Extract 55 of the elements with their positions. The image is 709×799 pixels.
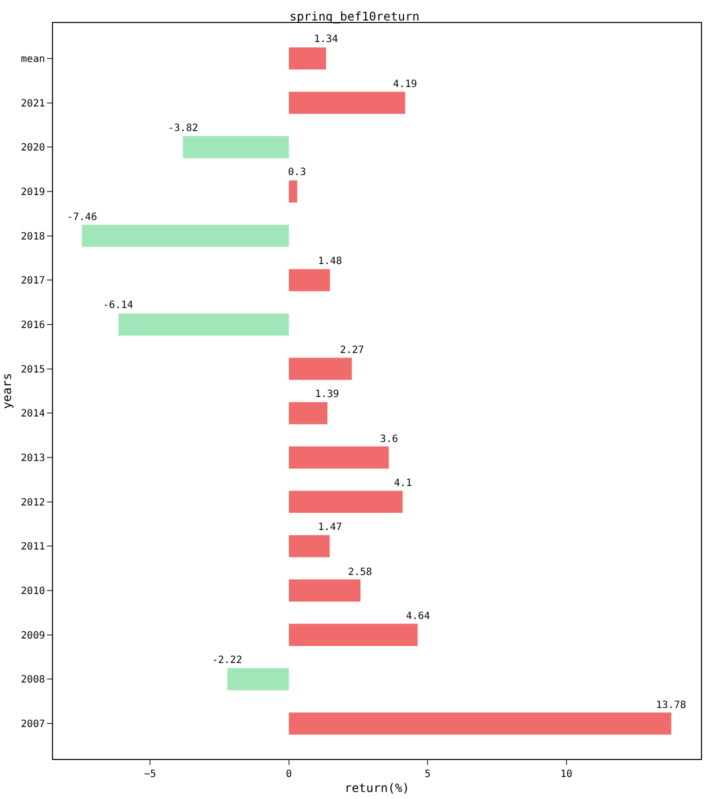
- data-label: 4.64: [406, 611, 430, 622]
- data-label: 1.47: [318, 522, 342, 533]
- y-tick-label: 2020: [20, 142, 45, 154]
- y-tick-label: 2019: [20, 186, 45, 198]
- data-label: 2.58: [348, 567, 372, 578]
- data-label: 3.6: [380, 434, 398, 445]
- data-label: -7.46: [67, 212, 98, 223]
- y-tick-label: 2016: [20, 320, 45, 331]
- x-tick-label: −5: [144, 769, 156, 780]
- x-axis-title: return(%): [344, 780, 410, 795]
- bar: [288, 490, 403, 513]
- bar: [118, 313, 289, 336]
- y-tick-label: 2008: [20, 674, 45, 686]
- bar: [288, 180, 298, 203]
- y-tick-label: 2018: [20, 231, 45, 242]
- data-label: 2.27: [340, 345, 364, 356]
- chart-title: spring_bef10return: [289, 9, 420, 24]
- y-tick-label: 2015: [20, 364, 45, 376]
- data-label: 13.78: [656, 700, 686, 711]
- y-tick-label: 2009: [20, 630, 45, 642]
- data-label: -6.14: [103, 300, 134, 311]
- y-tick-label: 2007: [20, 719, 45, 730]
- data-label: 0.3: [288, 167, 306, 178]
- bar: [288, 402, 328, 424]
- bar: [288, 535, 330, 558]
- bar: [182, 136, 289, 158]
- y-tick-label: 2017: [20, 276, 45, 287]
- bar: [227, 668, 289, 690]
- bar: [288, 624, 418, 646]
- bar: [288, 446, 389, 469]
- data-label: 4.19: [393, 79, 418, 90]
- y-tick-label: 2010: [20, 586, 45, 598]
- y-tick-label: 2011: [20, 542, 45, 553]
- y-tick-label: 2012: [20, 497, 45, 508]
- data-label: 1.39: [315, 389, 340, 400]
- x-tick-label: 5: [424, 769, 431, 780]
- y-axis-title: years: [0, 372, 14, 410]
- data-label: 1.48: [318, 256, 342, 267]
- y-tick-label: 2013: [20, 453, 45, 464]
- y-tick-label: 2014: [20, 408, 45, 420]
- bar: [288, 92, 406, 114]
- bar: [82, 224, 289, 247]
- bar: [288, 579, 360, 602]
- bar: [288, 47, 326, 70]
- y-tick-label: 2021: [20, 98, 45, 110]
- data-label: -2.22: [212, 655, 242, 666]
- x-tick-label: 10: [560, 769, 572, 780]
- data-label: 4.1: [394, 478, 412, 489]
- data-label: -3.82: [168, 123, 198, 134]
- y-tick-label: mean: [20, 54, 45, 65]
- data-label: 1.34: [314, 34, 338, 45]
- bar: [288, 712, 672, 735]
- x-tick-label: 0: [286, 769, 292, 780]
- bar: [288, 358, 352, 380]
- bar: [288, 269, 330, 292]
